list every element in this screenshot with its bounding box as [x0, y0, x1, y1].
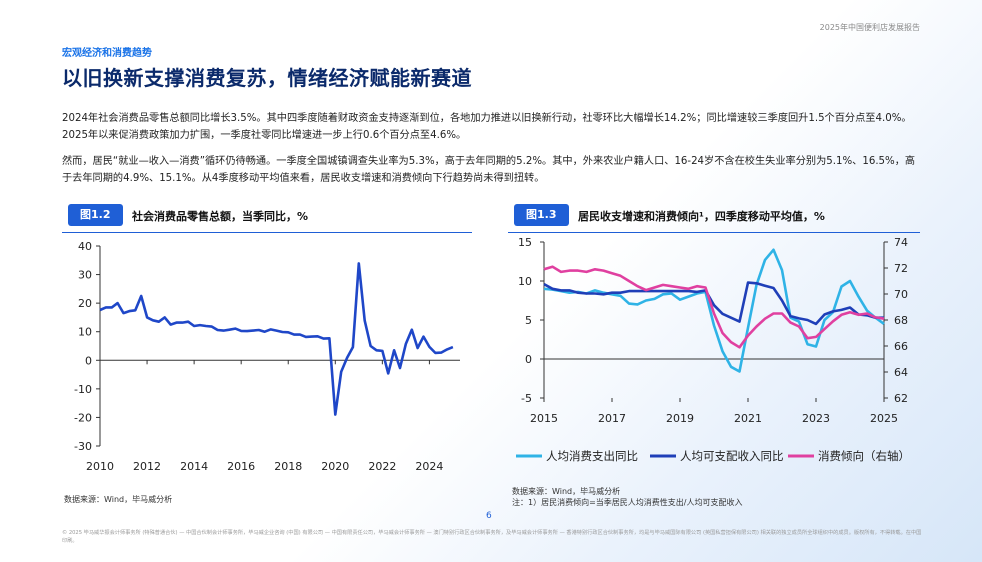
retail-sales-line [99, 262, 454, 416]
page-number: 6 [486, 511, 492, 521]
figure-1-3-note: 注：1）居民消费倾向=当季居民人均消费性支出/人均可支配收入 [512, 498, 743, 507]
legend-label-1: 人均可支配收入同比 [680, 449, 784, 463]
x-tick-label: 2024 [415, 460, 443, 473]
figure-1-3-title: 居民收支增速和消费倾向¹，四季度移动平均值，% [578, 210, 825, 223]
series-line-1 [543, 281, 884, 326]
right-tick-label: 64 [894, 366, 908, 379]
right-tick-label: 74 [894, 236, 908, 249]
left-tick-label: 10 [518, 275, 532, 288]
left-tick-label: -5 [521, 392, 532, 405]
x-tick-label: 2014 [180, 460, 208, 473]
y-tick-label: -20 [74, 411, 92, 424]
right-tick-label: 62 [894, 392, 908, 405]
legend-label-2: 消费倾向（右轴） [818, 449, 910, 463]
y-tick-label: 20 [78, 297, 92, 310]
figure-1-2-source: 数据来源：Wind，毕马威分析 [64, 495, 173, 504]
x-tick-label: 2010 [86, 460, 114, 473]
chart-household-income-consumption: -5 0 5 10 15 62 64 66 68 70 72 74 2015 2017 2019 2021 20… [516, 236, 910, 463]
legend-label-0: 人均消费支出同比 [546, 449, 638, 463]
figure-1-3: 图1.3 居民收支增速和消费倾向¹，四季度移动平均值，% [508, 202, 920, 233]
footer-copyright: © 2025 毕马威华振会计师事务所 (特殊普通合伙) — 中国合伙制会计师事务… [62, 530, 922, 544]
right-tick-label: 66 [894, 340, 908, 353]
figure-1-2-badge: 图1.2 [68, 204, 123, 226]
x-tick-label: 2016 [227, 460, 255, 473]
figure-1-2: 图1.2 社会消费品零售总额，当季同比，% [62, 202, 472, 233]
figure-1-2-title: 社会消费品零售总额，当季同比，% [132, 210, 309, 223]
figure-1-2-header: 图1.2 社会消费品零售总额，当季同比，% [62, 202, 472, 226]
left-tick-label: 15 [518, 236, 532, 249]
x-tick-label: 2018 [274, 460, 302, 473]
figure-1-3-header: 图1.3 居民收支增速和消费倾向¹，四季度移动平均值，% [508, 202, 920, 226]
y-tick-label: -30 [74, 440, 92, 453]
report-name: 2025年中国便利店发展报告 [819, 23, 920, 32]
right-tick-label: 68 [894, 314, 908, 327]
right-tick-label: 70 [894, 288, 908, 301]
y-tick-label: 40 [78, 240, 92, 253]
y-tick-label: 30 [78, 269, 92, 282]
x-tick-label: 2017 [598, 412, 626, 425]
figure-1-3-source: 数据来源：Wind，毕马威分析 [512, 487, 621, 496]
x-tick-label: 2023 [802, 412, 830, 425]
page-headline: 以旧换新支撑消费复苏，情绪经济赋能新赛道 [62, 66, 472, 90]
left-tick-label: 0 [525, 353, 532, 366]
paragraph-1: 2024年社会消费品零售总额同比增长3.5%。其中四季度随着财政资金支持逐渐到位… [62, 113, 912, 141]
chart-retail-sales: -30 -20 -10 0 10 20 30 40 2010 2012 2014 2016 2018 20… [74, 240, 460, 473]
series-line-0 [543, 248, 885, 373]
y-tick-label: 0 [85, 354, 92, 367]
y-tick-label: 10 [78, 326, 92, 339]
figure-1-3-badge: 图1.3 [514, 204, 569, 226]
paragraph-2: 然而，居民“就业—收入—消费”循环仍待畅通。一季度全国城镇调查失业率为5.3%，… [62, 156, 916, 184]
x-tick-label: 2015 [530, 412, 558, 425]
x-tick-label: 2019 [666, 412, 694, 425]
x-tick-label: 2012 [133, 460, 161, 473]
x-tick-label: 2020 [321, 460, 349, 473]
figure-1-2-rule [62, 232, 472, 233]
x-tick-label: 2022 [368, 460, 396, 473]
left-tick-label: 5 [525, 314, 532, 327]
figure-1-3-rule [508, 232, 920, 233]
right-tick-label: 72 [894, 262, 908, 275]
series-line-2 [543, 265, 885, 349]
x-tick-label: 2021 [734, 412, 762, 425]
section-label: 宏观经济和消费趋势 [62, 48, 152, 59]
x-tick-label: 2025 [870, 412, 898, 425]
y-tick-label: -10 [74, 383, 92, 396]
